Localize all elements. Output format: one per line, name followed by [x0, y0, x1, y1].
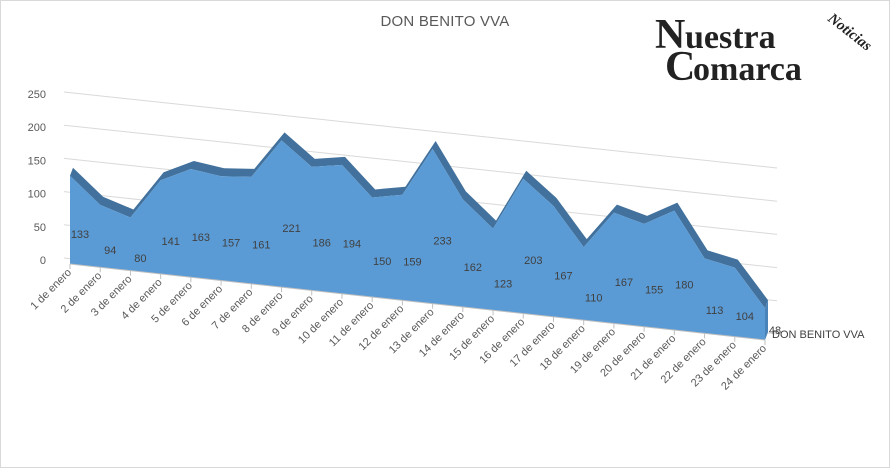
data-label: 159 [403, 257, 421, 269]
data-label: 104 [736, 311, 754, 323]
data-label: 110 [585, 293, 603, 305]
y-tick-label: 150 [28, 155, 46, 167]
logo-word-1: uestra [685, 19, 776, 56]
series-area [69, 132, 768, 341]
data-labels: 133 94 80 141 163 157 161 221 186 194 150 159 233 162… [71, 223, 781, 337]
gridline [63, 124, 778, 202]
data-label: 155 [645, 284, 663, 296]
logo-word-2: omarca [693, 51, 802, 87]
data-label: 180 [675, 279, 693, 291]
data-label: 161 [252, 239, 270, 251]
area-side-face [765, 300, 768, 340]
nuestra-comarca-logo: N uestra C omarca Noticias [655, 10, 877, 90]
area-top-face [70, 132, 768, 309]
x-axis-line [69, 263, 766, 341]
data-label: 186 [313, 238, 331, 250]
data-label: 194 [343, 238, 361, 250]
data-label: 141 [161, 236, 179, 248]
logo-letter-n: N [655, 12, 685, 58]
data-label: 221 [282, 223, 300, 235]
y-tick-label: 200 [28, 122, 46, 134]
y-axis-ticks: 0 50 100 150 200 250 [28, 89, 46, 267]
data-label: 150 [373, 256, 391, 268]
y-tick-label: 50 [34, 222, 46, 234]
data-label: 123 [494, 278, 512, 290]
data-label: 233 [433, 235, 451, 247]
data-label: 80 [134, 253, 146, 265]
y-tick-label: 250 [28, 89, 46, 101]
data-label: 167 [554, 270, 572, 282]
data-label: 113 [706, 305, 724, 317]
logo-letter-c: C [665, 44, 695, 87]
data-label: 163 [192, 232, 210, 244]
series-name-label: DON BENITO VVA [772, 329, 865, 341]
gridline [63, 91, 778, 169]
data-label: 167 [615, 277, 633, 289]
chart-title: DON BENITO VVA [380, 13, 510, 30]
data-label: 157 [222, 237, 240, 249]
area-front-face [70, 140, 765, 340]
data-label: 94 [104, 245, 116, 257]
data-label: 162 [464, 262, 482, 274]
y-tick-label: 0 [40, 255, 46, 267]
data-label: 203 [524, 255, 542, 267]
data-label: 48 [769, 325, 781, 337]
y-tick-label: 100 [28, 189, 46, 201]
data-label: 133 [71, 229, 89, 241]
